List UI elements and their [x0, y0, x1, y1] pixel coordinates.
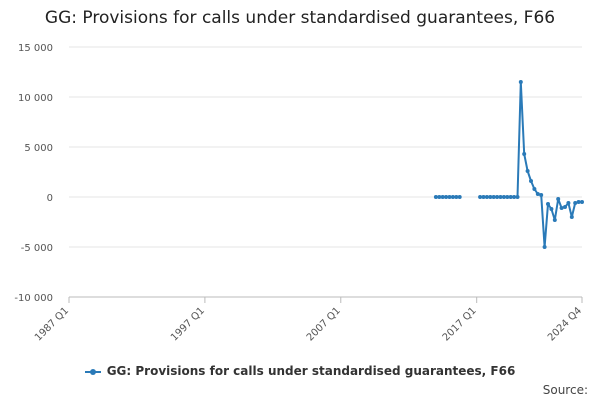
gridlines	[69, 46, 582, 298]
data-point	[566, 201, 571, 205]
data-point	[532, 187, 537, 191]
y-tick-label: 5 000	[24, 143, 53, 154]
data-point	[569, 215, 574, 219]
data-point	[576, 200, 581, 204]
x-tick-label: 2017 Q1	[441, 305, 479, 343]
data-point	[481, 195, 486, 199]
data-point	[501, 195, 506, 199]
legend-dot-icon	[89, 368, 96, 375]
data-point	[515, 195, 520, 199]
legend-label: GG: Provisions for calls under standardi…	[106, 364, 516, 378]
data-point	[525, 169, 530, 173]
data-point	[444, 195, 449, 199]
y-tick-label: -5 000	[21, 243, 53, 254]
data-point	[535, 192, 540, 196]
data-point	[522, 152, 527, 156]
data-point	[478, 195, 483, 199]
y-tick-label: 15 000	[18, 43, 53, 54]
data-point	[546, 202, 550, 206]
data-point	[549, 207, 554, 211]
x-tick-label: 2007 Q1	[305, 305, 343, 343]
series-line	[480, 81, 582, 248]
y-axis: 15 000 10 000 5 000 0 -5 000 -10 000	[14, 43, 53, 304]
data-point	[556, 197, 561, 201]
data-point	[440, 195, 445, 199]
data-point	[484, 195, 489, 199]
series	[433, 80, 584, 249]
data-point	[488, 195, 493, 199]
x-tick-label: 1997 Q1	[169, 305, 207, 343]
data-point	[454, 195, 459, 199]
data-point	[563, 205, 567, 209]
data-point	[505, 195, 510, 199]
data-point	[491, 195, 496, 199]
y-tick-label: 10 000	[18, 93, 53, 104]
legend-swatch-icon	[84, 368, 101, 375]
x-tick-label: 1987 Q1	[33, 305, 71, 343]
data-point	[580, 200, 584, 204]
x-axis: 1987 Q1 1997 Q1 2007 Q1 2017 Q1 2024 Q4	[33, 296, 584, 343]
source-label[interactable]: Source:	[542, 383, 588, 397]
data-point	[529, 179, 533, 183]
data-point	[573, 201, 578, 205]
y-tick-label: -10 000	[14, 293, 53, 304]
data-point	[447, 195, 452, 199]
data-point	[457, 195, 462, 199]
data-point	[539, 193, 544, 197]
data-point	[508, 195, 513, 199]
data-point	[433, 195, 438, 199]
data-point	[559, 206, 564, 210]
data-point	[450, 195, 455, 199]
data-point	[512, 195, 517, 199]
chart-title: GG: Provisions for calls under standardi…	[44, 8, 556, 28]
data-point	[437, 195, 442, 199]
y-tick-label: 0	[47, 193, 53, 204]
data-point	[518, 80, 523, 84]
data-point	[498, 195, 503, 199]
x-tick-label: 2024 Q4	[546, 305, 584, 343]
data-point	[552, 218, 557, 222]
data-point	[495, 195, 500, 199]
legend[interactable]: GG: Provisions for calls under standardi…	[0, 364, 600, 378]
data-point	[542, 245, 547, 249]
